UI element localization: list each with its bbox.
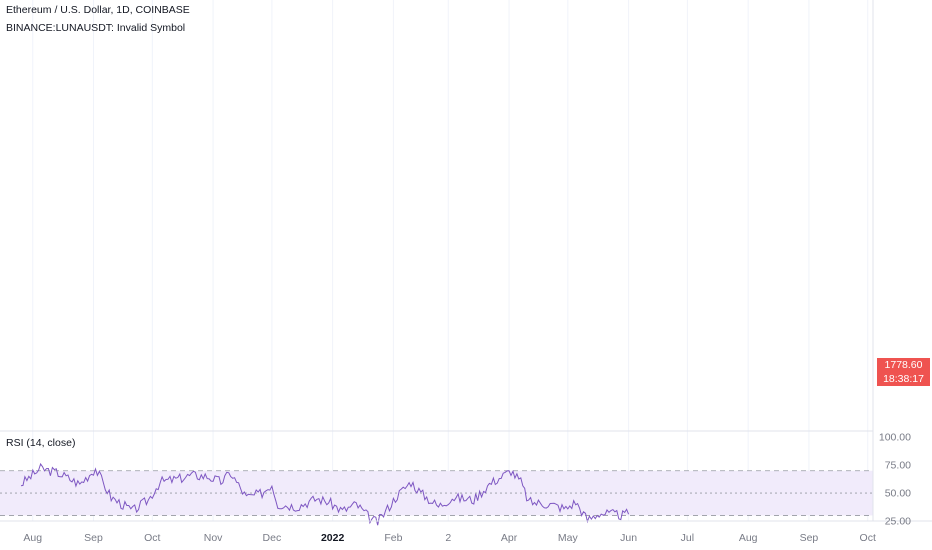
time-tick-label: Sep [800, 532, 819, 544]
last-price-badge: 1778.60 [877, 358, 930, 372]
rsi-tick-label: 50.00 [885, 488, 911, 500]
time-tick-label: Aug [739, 532, 758, 544]
grid-lines [32, 0, 869, 521]
rsi-tick-label: 25.00 [885, 516, 911, 528]
time-tick-label: Sep [84, 532, 103, 544]
time-tick-label: Feb [384, 532, 402, 544]
time-tick-label: Jun [620, 532, 637, 544]
time-tick-label: Oct [860, 532, 876, 544]
rsi-pane [0, 430, 873, 526]
time-tick-label: Oct [144, 532, 160, 544]
time-tick-label: Jul [681, 532, 694, 544]
invalid-symbol-label: BINANCE:LUNAUSDT: Invalid Symbol [6, 22, 186, 34]
time-tick-label: Dec [263, 532, 282, 544]
symbol-title[interactable]: Ethereum / U.S. Dollar, 1D, COINBASE [6, 4, 190, 16]
time-tick-label: Nov [204, 532, 223, 544]
bar-countdown-badge: 18:38:17 [877, 372, 930, 386]
time-tick-label: Apr [501, 532, 518, 544]
time-tick-label: 2022 [321, 532, 345, 544]
rsi-tick-label: 100.00 [879, 432, 911, 444]
rsi-line [20, 462, 630, 526]
rsi-label[interactable]: RSI (14, close) [6, 437, 76, 449]
time-tick-label: 2 [445, 532, 451, 544]
time-tick-label: Aug [23, 532, 42, 544]
rsi-tick-label: 75.00 [885, 460, 911, 472]
time-tick-label: May [558, 532, 579, 544]
